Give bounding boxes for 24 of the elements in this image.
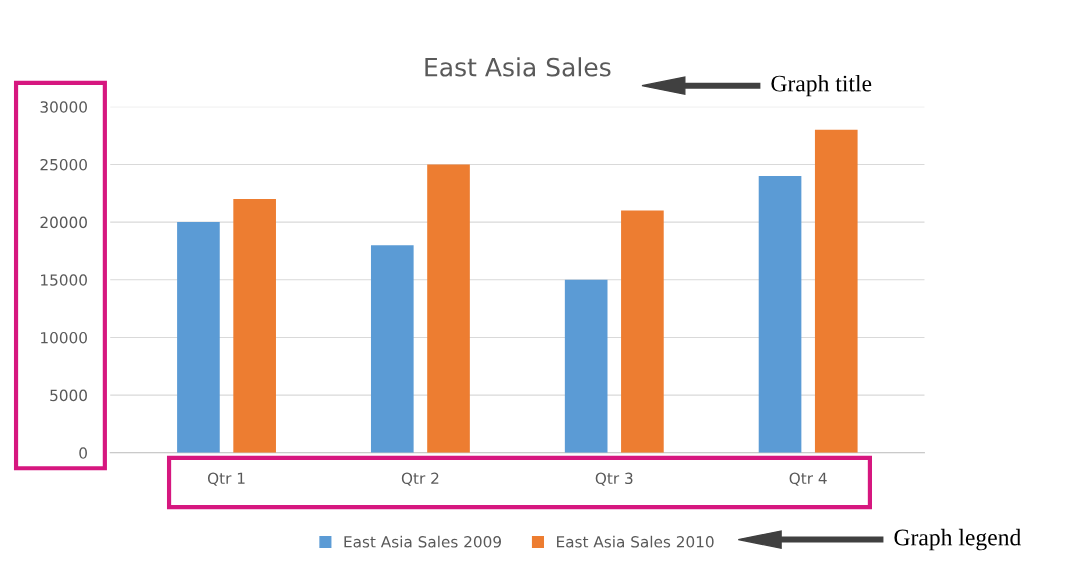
x-tick-label: Qtr 4 xyxy=(789,472,827,486)
x-tick-label: Qtr 2 xyxy=(401,472,439,486)
chart-title: East Asia Sales xyxy=(425,57,611,77)
text: Graph legend xyxy=(894,528,1022,551)
y-tick-label: 20000 xyxy=(40,216,87,229)
legend-label: East Asia Sales 2010 xyxy=(557,535,714,548)
bar xyxy=(564,279,608,453)
y-tick-label: 25000 xyxy=(40,158,87,171)
bar xyxy=(814,129,858,453)
legend-label: East Asia Sales 2009 xyxy=(344,535,501,548)
y-tick-label: 15000 xyxy=(41,274,87,286)
bar xyxy=(233,199,276,453)
bar xyxy=(370,245,414,453)
x-tick-label: Qtr 1 xyxy=(207,472,245,486)
bar xyxy=(427,164,470,453)
text: Graph title xyxy=(771,74,872,97)
x-tick-label: Qtr 3 xyxy=(595,472,633,486)
y-tick-label: 0 xyxy=(79,447,87,459)
bar xyxy=(621,210,664,453)
y-tick-label: 10000 xyxy=(41,331,87,344)
y-tick-label: 30000 xyxy=(40,101,87,113)
bar xyxy=(758,175,802,453)
y-tick-label: 5000 xyxy=(50,389,87,402)
bar xyxy=(177,222,220,453)
